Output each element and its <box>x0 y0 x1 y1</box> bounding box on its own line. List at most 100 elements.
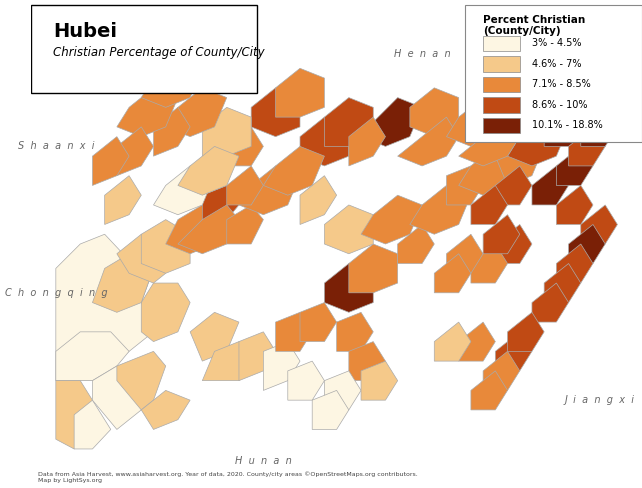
Polygon shape <box>458 322 496 361</box>
Bar <box>483 56 520 72</box>
Polygon shape <box>74 400 111 449</box>
Polygon shape <box>202 107 251 156</box>
Polygon shape <box>202 342 251 381</box>
Polygon shape <box>263 342 300 390</box>
Polygon shape <box>569 224 605 264</box>
Polygon shape <box>324 371 361 410</box>
Polygon shape <box>92 137 129 185</box>
Polygon shape <box>92 366 141 429</box>
Polygon shape <box>508 117 569 166</box>
Polygon shape <box>496 166 532 205</box>
Polygon shape <box>581 107 618 146</box>
Text: H  u  n  a  n: H u n a n <box>235 456 291 466</box>
Polygon shape <box>56 332 129 381</box>
Text: J  i  a  n  g  x  i: J i a n g x i <box>564 395 634 405</box>
Text: Hubei: Hubei <box>53 22 117 41</box>
Polygon shape <box>92 254 153 312</box>
Polygon shape <box>239 166 300 215</box>
Text: Percent Christian
(County/City): Percent Christian (County/City) <box>483 15 586 36</box>
Polygon shape <box>324 264 373 312</box>
Polygon shape <box>458 117 520 166</box>
Polygon shape <box>458 146 520 195</box>
Polygon shape <box>56 381 92 449</box>
FancyBboxPatch shape <box>465 5 642 142</box>
Polygon shape <box>361 195 422 244</box>
Polygon shape <box>190 312 239 361</box>
Polygon shape <box>105 176 141 224</box>
Polygon shape <box>410 88 458 137</box>
Polygon shape <box>336 312 373 351</box>
Polygon shape <box>141 390 190 429</box>
Polygon shape <box>349 244 397 293</box>
Bar <box>483 77 520 92</box>
Bar <box>483 97 520 113</box>
Polygon shape <box>434 254 471 293</box>
Polygon shape <box>166 88 227 137</box>
Polygon shape <box>544 98 593 146</box>
Polygon shape <box>471 371 508 410</box>
Polygon shape <box>56 234 153 381</box>
Polygon shape <box>446 166 483 205</box>
Polygon shape <box>446 98 508 146</box>
Polygon shape <box>178 205 239 254</box>
Polygon shape <box>166 205 227 254</box>
Polygon shape <box>361 98 422 146</box>
Bar <box>483 36 520 51</box>
Text: 8.6% - 10%: 8.6% - 10% <box>532 100 587 110</box>
Polygon shape <box>312 390 349 429</box>
Text: 7.1% - 8.5%: 7.1% - 8.5% <box>532 80 591 89</box>
Text: H  e  n  a  n: H e n a n <box>394 49 451 59</box>
Polygon shape <box>557 146 593 185</box>
Polygon shape <box>581 205 618 244</box>
FancyBboxPatch shape <box>31 5 257 93</box>
Polygon shape <box>288 361 324 400</box>
Polygon shape <box>483 215 520 254</box>
Polygon shape <box>557 185 593 224</box>
Polygon shape <box>410 185 471 234</box>
Polygon shape <box>141 59 202 107</box>
Polygon shape <box>178 146 239 195</box>
Polygon shape <box>117 127 153 176</box>
Polygon shape <box>153 107 190 156</box>
Text: C  h  o  n  g  q  i  n  g: C h o n g q i n g <box>4 288 107 298</box>
Polygon shape <box>397 117 458 166</box>
Polygon shape <box>202 185 239 220</box>
Polygon shape <box>397 224 434 264</box>
Polygon shape <box>434 322 471 361</box>
Polygon shape <box>300 303 336 342</box>
Text: 4.6% - 7%: 4.6% - 7% <box>532 59 582 69</box>
Polygon shape <box>202 39 251 88</box>
Polygon shape <box>324 205 373 254</box>
Polygon shape <box>239 332 275 381</box>
Polygon shape <box>569 127 605 166</box>
Polygon shape <box>251 88 300 137</box>
Polygon shape <box>446 234 483 273</box>
Polygon shape <box>471 185 508 224</box>
Polygon shape <box>263 146 324 195</box>
Polygon shape <box>532 166 569 205</box>
Polygon shape <box>275 68 324 117</box>
Polygon shape <box>349 117 385 166</box>
Bar <box>483 118 520 133</box>
Polygon shape <box>557 244 593 283</box>
Polygon shape <box>544 264 581 303</box>
Text: Data from Asia Harvest, www.asiaharvest.org. Year of data, 2020. County/city are: Data from Asia Harvest, www.asiaharvest.… <box>37 472 417 483</box>
Polygon shape <box>496 224 532 264</box>
Polygon shape <box>471 244 508 283</box>
Polygon shape <box>141 220 190 273</box>
Polygon shape <box>532 283 569 322</box>
Polygon shape <box>349 342 385 381</box>
Polygon shape <box>227 166 263 205</box>
Polygon shape <box>508 312 544 351</box>
Polygon shape <box>117 88 178 137</box>
Text: S  h  a  a  n  x  i: S h a a n x i <box>17 142 94 151</box>
Polygon shape <box>227 205 263 244</box>
Polygon shape <box>153 166 214 215</box>
Polygon shape <box>496 137 544 185</box>
Polygon shape <box>141 283 190 342</box>
Polygon shape <box>496 332 532 371</box>
Text: Christian Percentage of County/City: Christian Percentage of County/City <box>53 46 265 60</box>
Polygon shape <box>300 117 349 166</box>
Polygon shape <box>324 98 373 146</box>
Polygon shape <box>275 312 312 351</box>
